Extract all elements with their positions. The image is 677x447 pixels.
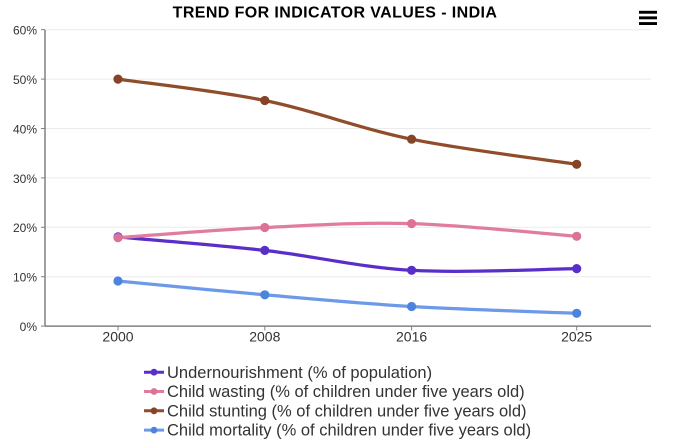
svg-text:2025: 2025 xyxy=(561,329,592,345)
svg-text:2000: 2000 xyxy=(102,329,133,345)
svg-text:2008: 2008 xyxy=(249,329,280,345)
svg-text:30%: 30% xyxy=(13,172,37,186)
svg-text:Undernourishment (% of populat: Undernourishment (% of population) xyxy=(167,364,432,382)
svg-text:Child stunting (% of children: Child stunting (% of children under five… xyxy=(167,402,527,420)
svg-text:20%: 20% xyxy=(13,221,37,235)
svg-text:Child mortality (% of children: Child mortality (% of children under fiv… xyxy=(167,422,531,440)
svg-text:Child wasting (% of children u: Child wasting (% of children under five … xyxy=(167,383,525,401)
svg-text:10%: 10% xyxy=(13,271,37,285)
svg-text:40%: 40% xyxy=(13,122,37,136)
svg-text:0%: 0% xyxy=(20,320,38,334)
svg-text:50%: 50% xyxy=(13,73,37,87)
svg-text:2016: 2016 xyxy=(396,329,427,345)
svg-text:TREND FOR INDICATOR VALUES - I: TREND FOR INDICATOR VALUES - INDIA xyxy=(173,5,498,22)
svg-text:60%: 60% xyxy=(13,24,37,38)
